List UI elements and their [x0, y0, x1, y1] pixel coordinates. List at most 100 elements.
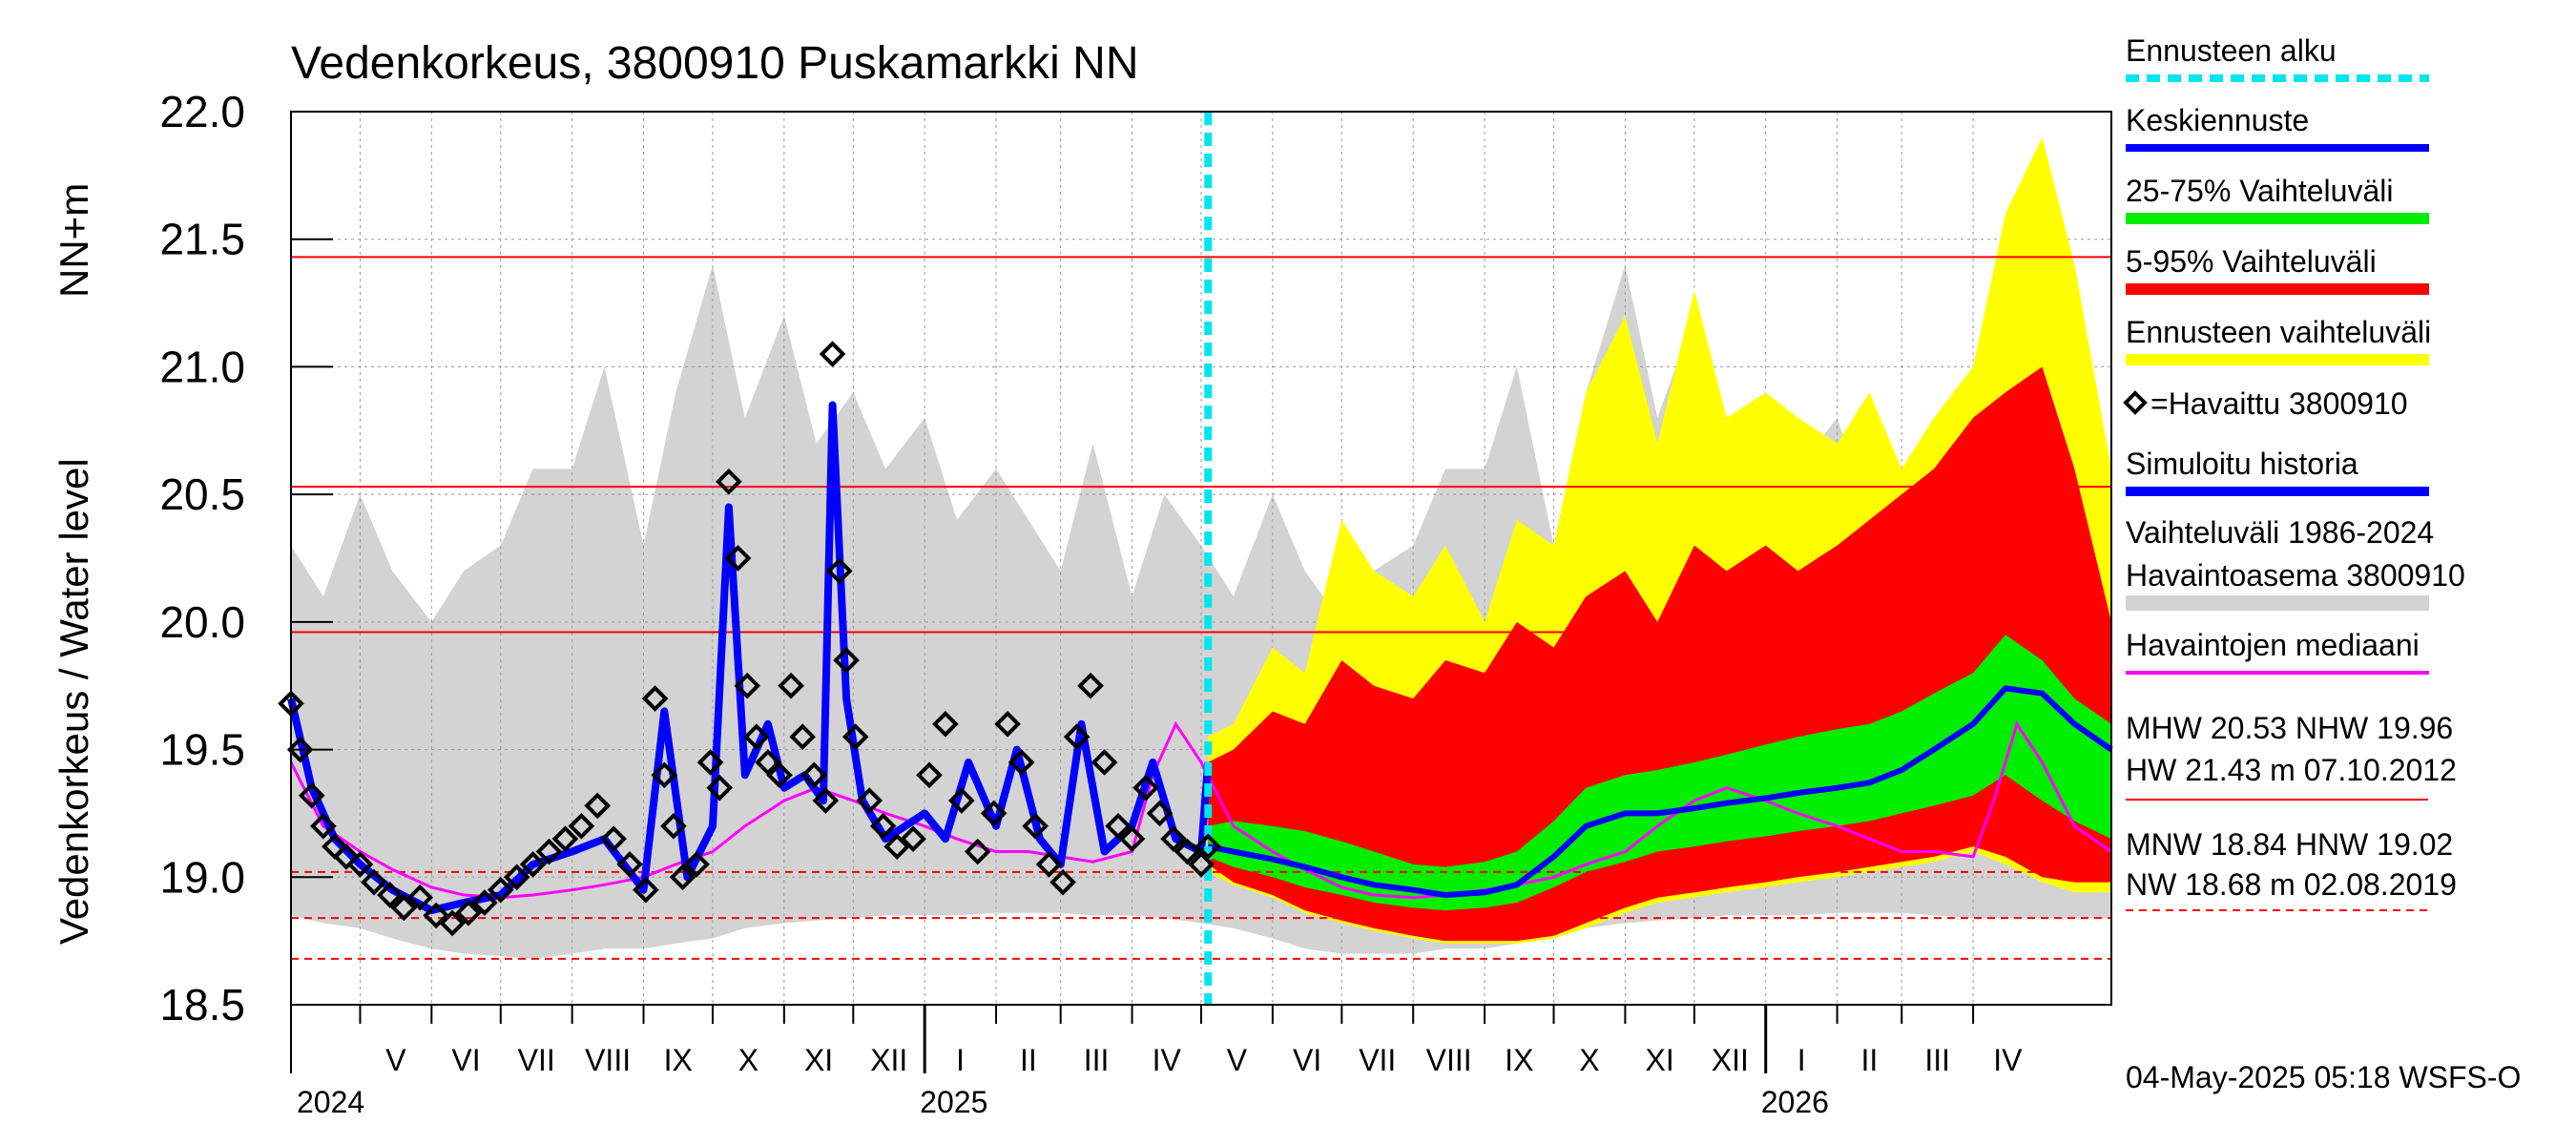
observed-marker [1118, 825, 1146, 852]
legend-label: Ennusteen vaihteluväli [2126, 315, 2431, 349]
observed-marker [1035, 851, 1063, 878]
observed-marker [980, 800, 1008, 827]
observed-marker [660, 812, 687, 840]
observed-marker [616, 851, 643, 878]
observed-marker [584, 792, 612, 820]
stats-mhw-nhw: MHW 20.53 NHW 19.96 [2126, 711, 2453, 745]
observed-marker [856, 787, 883, 814]
observed-marker [724, 545, 752, 572]
observed-marker [390, 894, 418, 922]
observed-marker [361, 868, 387, 896]
legend-label: Ennusteen alku [2126, 33, 2337, 68]
observed-marker [423, 902, 449, 929]
observed-marker [1160, 825, 1187, 852]
observed-marker [994, 711, 1021, 738]
observed-marker [298, 781, 325, 809]
x-tick-label: VII [1359, 1043, 1396, 1077]
legend-label: Havaintoasema 3800910 [2126, 558, 2465, 593]
x-tick-label: II [1861, 1043, 1879, 1077]
observed-marker [716, 468, 742, 495]
y-tick-label: 22.0 [159, 87, 245, 136]
observed-marker [600, 825, 627, 852]
observed-marker [669, 864, 696, 891]
observed-marker [1132, 774, 1159, 802]
observed-marker [487, 876, 514, 904]
legend-label: Havaintojen mediaani [2126, 628, 2420, 662]
legend-swatch [2123, 390, 2148, 415]
observed-marker [633, 876, 659, 904]
y-tick-label: 19.5 [159, 725, 245, 775]
observed-marker [519, 851, 547, 878]
x-tick-label: X [738, 1043, 758, 1077]
legend-label: Simuloitu historia [2126, 447, 2358, 481]
x-tick-label: XII [870, 1043, 907, 1077]
chart-legend: Ennusteen alku Keskiennuste 25-75% Vaihtel… [2123, 33, 2465, 675]
legend-label: Keskiennuste [2126, 103, 2309, 137]
y-tick-label: 18.5 [159, 980, 245, 1030]
observed-marker [377, 882, 404, 908]
observed-median-line [289, 720, 2112, 900]
y-axis-label: Vedenkorkeus / Water level [52, 458, 96, 945]
chart-title: Vedenkorkeus, 3800910 Puskamarkki NN [291, 38, 1139, 89]
x-tick-label: III [1084, 1043, 1110, 1077]
observed-marker [766, 761, 793, 789]
observed-marker [1195, 833, 1222, 861]
observed-marker [1174, 838, 1201, 865]
observed-marker [1146, 800, 1174, 827]
y-tick-label: 19.0 [159, 852, 245, 902]
x-tick-label: VI [451, 1043, 480, 1077]
observed-marker [455, 899, 482, 926]
observed-marker [1022, 812, 1049, 840]
observed-marker [651, 761, 678, 789]
stats-mnw-hnw: MNW 18.84 HNW 19.02 [2126, 827, 2453, 862]
observed-marker [812, 787, 840, 814]
x-tick-label: VIII [1426, 1043, 1472, 1077]
y-tick-label: 21.5 [159, 215, 245, 264]
x-tick-label: V [1227, 1043, 1248, 1077]
x-tick-label: II [1020, 1043, 1037, 1077]
observed-marker [1008, 749, 1035, 776]
observed-marker [1063, 723, 1091, 751]
observed-marker [346, 851, 374, 878]
x-tick-label: V [385, 1043, 406, 1077]
observed-marker [503, 864, 530, 891]
x-tick-label: VIII [585, 1043, 631, 1077]
observed-marker [825, 557, 853, 585]
observed-marker [800, 761, 828, 789]
observed-marker [789, 723, 817, 751]
legend-label: =Havaittu 3800910 [2150, 386, 2408, 421]
observed-marker [696, 749, 724, 776]
observed-marker [755, 749, 781, 776]
year-label: 2024 [297, 1085, 364, 1119]
observed-marker [947, 787, 975, 814]
stats-nw: NW 18.68 m 02.08.2019 [2126, 867, 2457, 902]
observed-marker [683, 851, 710, 878]
observed-marker [406, 884, 434, 911]
forecast-bands-layer [1208, 136, 2111, 944]
stats-hw: HW 21.43 m 07.10.2012 [2126, 753, 2457, 787]
legend-label: 5-95% Vaihteluväli [2126, 244, 2377, 279]
observed-marker [833, 647, 860, 674]
x-tick-label: XI [1646, 1043, 1674, 1077]
x-tick-label: XII [1712, 1043, 1749, 1077]
x-tick-label: IV [1153, 1043, 1182, 1077]
observed-marker [471, 889, 498, 916]
observed-marker [734, 672, 761, 699]
y-axis-unit-label: NN+m [52, 183, 96, 298]
year-label: 2026 [1761, 1085, 1829, 1119]
observed-marker [932, 711, 959, 738]
observed-markers-layer [278, 341, 1222, 937]
year-label: 2025 [920, 1085, 987, 1119]
x-tick-label: IV [1993, 1043, 2023, 1077]
observed-marker [1091, 749, 1118, 776]
x-tick-label: III [1924, 1043, 1950, 1077]
x-tick-label: I [1797, 1043, 1806, 1077]
observed-marker [964, 838, 991, 865]
x-tick-label: X [1579, 1043, 1599, 1077]
legend-label: Vaihteluväli 1986-2024 [2126, 515, 2434, 550]
reference-lines-layer [291, 256, 2111, 960]
band-25-75 [1208, 635, 2111, 911]
observed-marker [641, 685, 669, 712]
axes-layer: 18.519.019.520.020.521.021.522.0V VI VII VI… [159, 87, 2112, 1119]
